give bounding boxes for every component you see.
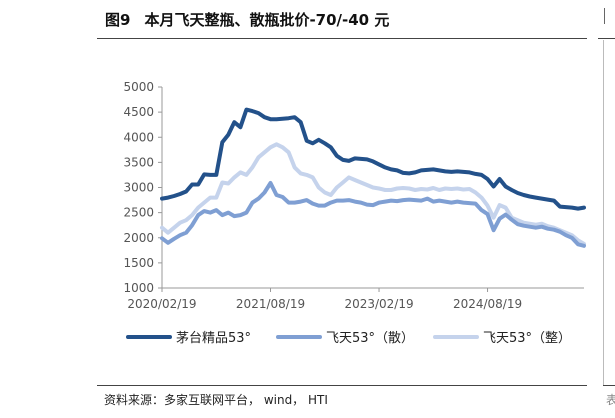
x-tick-label: 2021/08/19	[236, 297, 305, 311]
figure-number: 图9	[105, 11, 131, 29]
y-tick-label: 1000	[123, 281, 154, 295]
series-line-feitian_zheng	[160, 142, 586, 246]
x-tick-label: 2020/02/19	[127, 297, 196, 311]
y-tick-label: 2000	[123, 231, 154, 245]
source-divider	[97, 385, 587, 386]
chart-axes: 1000 1500 2000 2500 3000 3500 4000 4500 5000 2020…	[123, 80, 584, 311]
y-tick-label: 2500	[123, 206, 154, 220]
x-tick-label: 2024/08/19	[453, 297, 522, 311]
chart-series-lines	[160, 107, 586, 248]
y-tick-label: 3000	[123, 181, 154, 195]
legend-label-maotai_jingpin: 茅台精品53°	[176, 331, 251, 346]
y-tick-label: 5000	[123, 80, 154, 94]
adjacent-figure-edge	[598, 0, 615, 39]
y-tick-label: 4000	[123, 130, 154, 144]
legend-label-feitian_san: 飞天53°（散）	[326, 331, 414, 346]
source-note: 资料来源：多家互联网平台， wind， HTI	[104, 393, 328, 407]
y-tick-label: 3500	[123, 155, 154, 169]
chart-legend: 茅台精品53° 飞天53°（散） 飞天53°（整）	[126, 331, 571, 346]
series-line-maotai_jingpin	[160, 107, 586, 211]
adjacent-source-divider	[603, 385, 615, 386]
column-divider	[603, 40, 604, 385]
adjacent-figure-marker	[604, 8, 615, 24]
legend-label-feitian_zheng: 飞天53°（整）	[483, 331, 571, 346]
y-tick-label: 4500	[123, 105, 154, 119]
figure-title-text: 本月飞天整瓶、散瓶批价-70/-40 元	[144, 11, 390, 29]
adjacent-source-marker: 表	[606, 393, 615, 407]
figure-title: 图9 本月飞天整瓶、散瓶批价-70/-40 元	[105, 9, 389, 30]
x-tick-label: 2023/02/19	[344, 297, 413, 311]
y-tick-label: 1500	[123, 256, 154, 270]
series-line-feitian_san	[160, 181, 586, 248]
figure-title-bar: 图9 本月飞天整瓶、散瓶批价-70/-40 元	[97, 0, 587, 39]
